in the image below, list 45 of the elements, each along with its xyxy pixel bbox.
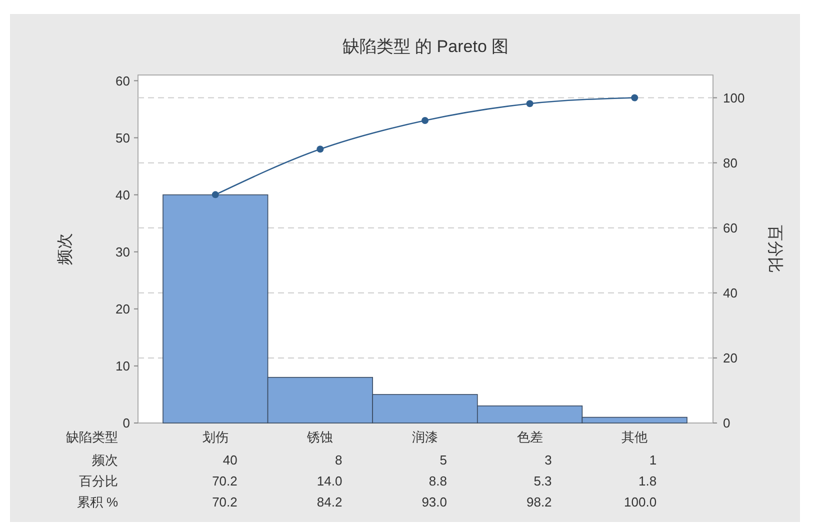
point <box>212 191 219 198</box>
text: 8.8 <box>428 474 447 489</box>
y2-tick-label: 100 <box>723 90 745 106</box>
y2-tick-label: 20 <box>723 350 738 366</box>
point <box>422 117 428 124</box>
y-axis-title: 频次 <box>57 233 74 265</box>
data-label: 3 <box>544 452 552 468</box>
data-label: 100.0 <box>624 494 657 510</box>
text: 5.3 <box>534 474 552 489</box>
y-tick-label: 10 <box>116 358 130 374</box>
y-tick-label: 60 <box>116 73 130 88</box>
text: 70.2 <box>212 474 238 489</box>
y-tick-label: 30 <box>116 244 130 260</box>
y-tick-label: 50 <box>116 130 130 146</box>
y2-tick-label: 0 <box>723 416 730 431</box>
data-label: 84.2 <box>316 494 342 510</box>
point <box>631 94 638 102</box>
y2-tick-label: 40 <box>723 285 738 300</box>
y2-tick-label: 60 <box>723 220 738 236</box>
data-label: 40 <box>222 452 238 468</box>
text: 累积 % <box>76 494 118 510</box>
x-tick-label: 其他 <box>622 430 648 445</box>
y-tick-label: 40 <box>116 187 130 202</box>
data-label: 1 <box>649 452 657 468</box>
data-label: 98.2 <box>526 494 552 510</box>
data-label: 70.2 <box>212 494 238 510</box>
text: 百分比 <box>79 474 118 489</box>
x-tick-label: 色差 <box>516 430 543 445</box>
data-label: 93.0 <box>422 494 447 510</box>
x-axis-title: 缺陷类型 <box>66 430 118 445</box>
text: 1.8 <box>638 474 657 489</box>
text: 频次 <box>92 452 118 468</box>
data-label: 8 <box>334 452 342 468</box>
y-tick-label: 20 <box>116 301 130 316</box>
point <box>316 146 324 153</box>
y2-tick-label: 80 <box>723 155 738 170</box>
y-tick-label: 0 <box>122 416 130 431</box>
point <box>526 100 534 108</box>
data-label: 5 <box>440 452 447 468</box>
x-tick-label: 润漆 <box>412 430 438 445</box>
chart-title: 缺陷类型 的 Pareto 图 <box>342 37 509 56</box>
x-tick-label: 划伤 <box>202 430 228 445</box>
x-tick-label: 锈蚀 <box>306 430 334 445</box>
text: 14.0 <box>316 474 342 489</box>
y2-axis-title: 百分比 <box>766 225 784 273</box>
